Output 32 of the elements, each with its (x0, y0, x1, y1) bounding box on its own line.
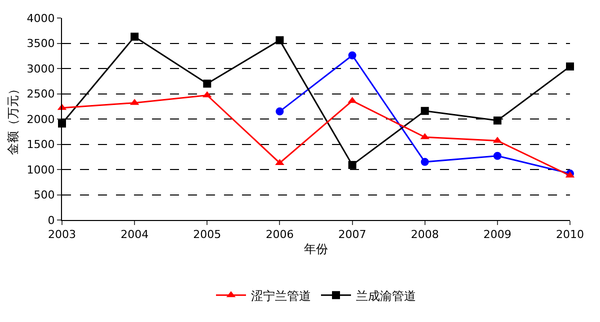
y-tick-label: 500 (34, 188, 55, 202)
legend-label: 涩宁兰管道 (251, 288, 311, 303)
point (203, 80, 212, 88)
x-tick-label: 2007 (338, 228, 366, 242)
point (493, 152, 502, 160)
x-tick-label: 2004 (120, 228, 149, 242)
x-tick-label: 2010 (556, 228, 584, 242)
point (420, 158, 429, 166)
y-axis-title: 金额（万元） (6, 83, 20, 155)
y-tick-label: 2500 (26, 88, 55, 101)
x-tick-label: 2009 (483, 228, 512, 242)
y-tick-label: 1500 (26, 138, 55, 152)
y-tick-label: 2000 (26, 112, 55, 126)
point (276, 36, 284, 44)
y-tick-label: 0 (48, 214, 55, 227)
point (348, 51, 356, 60)
y-tick-label: 4000 (26, 12, 55, 25)
point (348, 160, 356, 169)
y-tick-label: 1000 (26, 163, 55, 176)
x-tick-label: 2003 (48, 228, 76, 242)
x-tick-label: 2006 (266, 228, 294, 242)
y-tick-label: 3500 (26, 37, 55, 50)
y-tick-label: 3000 (26, 62, 55, 76)
point (566, 62, 574, 70)
x-tick-label: 2008 (410, 228, 439, 242)
point (130, 32, 139, 41)
x-tick-label: 2005 (193, 228, 222, 242)
point (420, 106, 429, 115)
point (493, 116, 502, 125)
x-axis-title: 年份 (304, 242, 328, 256)
legend-label: 兰成渝管道 (356, 288, 416, 303)
point (276, 107, 284, 116)
